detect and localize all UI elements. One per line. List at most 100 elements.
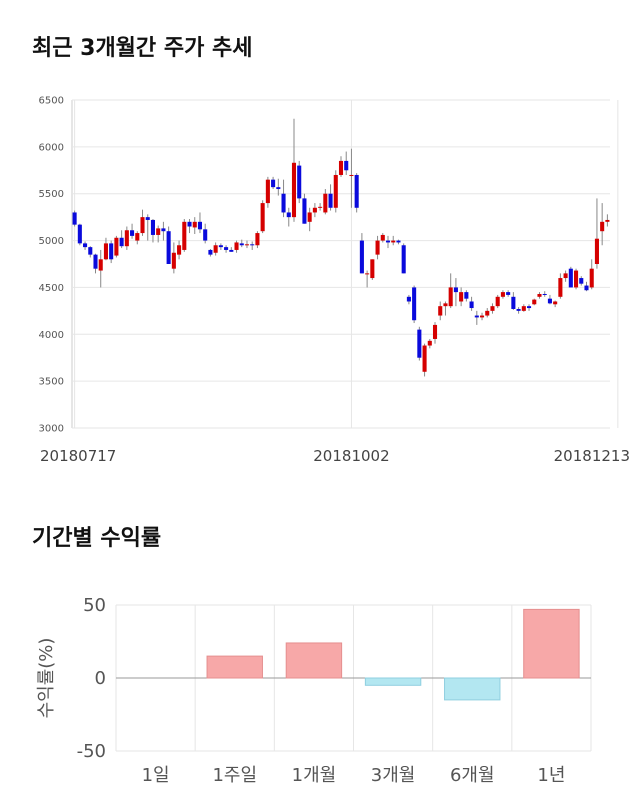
candle-body [281,193,286,213]
price-y-tick-label: 3500 [39,377,64,388]
return-bar [523,608,580,679]
price-y-tick-label: 4000 [39,330,64,341]
candle-body [396,240,401,243]
candle [396,239,401,245]
candle-body [558,278,563,297]
return-x-tick-label: 6개월 [450,765,495,786]
candle [427,338,432,349]
candle [312,203,317,218]
candle-body [77,224,82,244]
candle-body [323,193,328,213]
candle [547,294,552,305]
price-y-tick-label: 5000 [39,236,64,247]
candle-body [88,247,93,255]
candle [171,242,176,274]
candle-body [130,230,135,236]
candle [495,294,500,309]
candle-body [553,301,558,305]
candle [558,273,563,299]
candle-body [197,221,203,230]
candle [385,235,391,249]
candle-body [229,249,234,252]
candle [391,235,396,246]
candle-body [93,254,98,269]
candle-body [406,296,411,302]
candle-body [547,298,552,304]
candle-body [312,207,317,213]
candle [218,243,223,250]
candle-body [297,165,302,199]
candle-body [177,245,182,255]
return-gridlines [115,604,592,752]
candle-body [103,243,108,260]
candle-body [302,198,307,224]
candle [380,233,385,243]
candle-body [208,249,213,255]
candle [130,223,135,239]
price-gridlines [71,99,619,429]
candle-body [532,299,537,305]
candle [474,310,479,325]
return-y-tick-label: 0 [95,668,106,689]
candle [469,296,474,311]
candle-body [365,273,370,275]
candle-body [349,174,354,176]
price-y-tick-label: 4500 [39,283,64,294]
candle-body [234,242,239,250]
candle-body [255,233,260,246]
candle [244,240,250,249]
candle [579,276,584,286]
candle-body [359,240,364,274]
candle-body [391,240,396,243]
candle-body [459,292,464,302]
candle-body [605,219,610,222]
candle-body [271,179,276,188]
candle [109,240,114,264]
price-x-tick-label: 20180717 [40,447,116,465]
candle-body [427,340,432,346]
candle [333,170,338,213]
candle-body [443,303,448,307]
candle-body [474,315,479,318]
candle [150,219,155,243]
candle [234,240,239,253]
return-bar [285,642,343,679]
return-y-tick-label: -50 [77,741,106,762]
candle-body [568,268,573,288]
candle-body [438,306,443,316]
candle [328,184,333,211]
candle [516,307,521,314]
return-x-tick-label: 1주일 [212,765,257,786]
candle [140,209,145,236]
candle [422,343,427,377]
return-x-tick-label: 3개월 [371,765,416,786]
candle-body [511,296,516,309]
candle-body [265,179,270,204]
return-y-axis-label: 수익률(%) [36,638,57,719]
candle-body [145,217,150,220]
candle-body [385,240,391,243]
candle-body [166,231,171,264]
candle-body [432,324,438,339]
candle [584,281,589,292]
candle-body [469,301,474,309]
candle [589,259,594,290]
candle-body [244,244,250,246]
candle [103,237,108,261]
return-y-tick-label: 50 [83,595,106,616]
candle-body [500,292,505,297]
candle [83,241,88,250]
candle [412,285,417,324]
candle [349,148,354,208]
candle [448,273,453,309]
price-y-tick-label: 6500 [39,96,64,107]
candle-body [584,285,589,291]
candle [401,243,406,274]
candle-body [417,329,422,358]
candle [302,193,307,224]
candle [432,322,438,344]
candle [344,151,349,175]
candle [406,294,411,305]
price-y-ticks: 3000 3500 4000 4500 5000 5500 6000 6500 [39,96,64,435]
candle-body [344,160,349,171]
